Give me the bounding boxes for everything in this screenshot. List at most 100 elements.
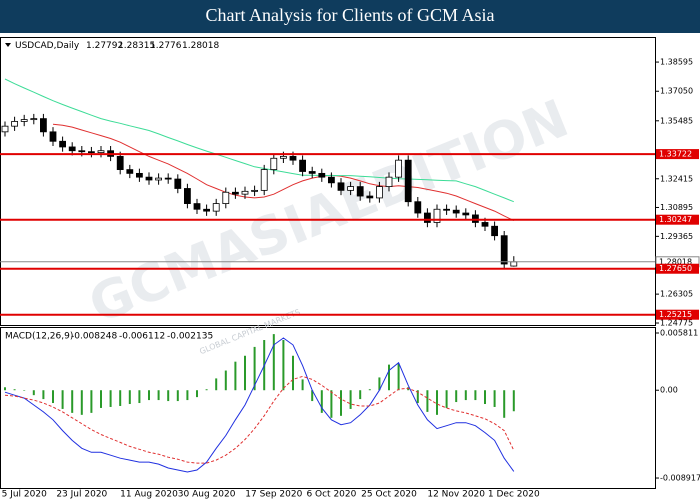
y-tick-label: 0.005811 xyxy=(660,329,698,338)
histogram-bar xyxy=(330,390,333,418)
current-price-label: 1.28018 xyxy=(659,257,692,266)
histogram-bar xyxy=(90,390,93,413)
x-tick-label: 6 Oct 2020 xyxy=(306,490,356,500)
histogram-bar xyxy=(80,390,83,415)
y-tick-label: 0.00 xyxy=(660,386,678,395)
candle-body xyxy=(500,235,508,265)
histogram-bar xyxy=(388,364,390,391)
histogram-bar xyxy=(455,390,458,403)
candle-body xyxy=(183,188,191,204)
histogram-bar xyxy=(42,390,45,400)
candle-body xyxy=(347,186,355,191)
candle-body xyxy=(414,201,422,214)
histogram-bar xyxy=(157,390,160,401)
candle-body xyxy=(462,212,470,216)
histogram-bar xyxy=(349,390,352,409)
level-label: 1.30247 xyxy=(659,215,692,224)
histogram-bar xyxy=(119,390,122,406)
candle-body xyxy=(145,176,153,181)
y-tick-label: 1.32415 xyxy=(660,174,693,183)
level-box xyxy=(656,214,699,225)
high-value: 1.28315 xyxy=(118,41,155,51)
signal-line xyxy=(4,375,515,464)
y-tick-label: 1.38595 xyxy=(660,58,693,67)
candle-body xyxy=(212,203,220,212)
histogram-bar xyxy=(253,346,256,391)
x-tick-label: 5 Jul 2020 xyxy=(2,490,47,500)
candle-body xyxy=(126,169,134,174)
candle-body xyxy=(222,191,230,204)
histogram-bar xyxy=(196,390,198,398)
candle-body xyxy=(155,177,163,181)
candle-body xyxy=(135,172,143,178)
candle-body xyxy=(30,118,38,121)
histogram-bar xyxy=(512,390,515,412)
level-box xyxy=(656,263,699,274)
x-tick-label: 12 Nov 2020 xyxy=(427,490,485,500)
candle-body xyxy=(481,222,489,227)
y-tick-label: 1.26305 xyxy=(660,290,693,299)
histogram-bar xyxy=(359,390,362,400)
level-label: 1.33722 xyxy=(659,150,692,159)
signal-value: -0.006112 xyxy=(119,332,165,342)
histogram-bar xyxy=(138,390,141,404)
candle-body xyxy=(193,203,201,210)
candle-body xyxy=(452,209,460,214)
candle-body xyxy=(395,159,403,178)
candle-body xyxy=(59,140,66,148)
y-tick-label: -0.008917 xyxy=(660,474,700,483)
candle-body xyxy=(40,118,47,133)
histogram-bar xyxy=(320,390,323,413)
candle-body xyxy=(11,121,19,127)
candle-body xyxy=(404,159,412,203)
candle-body xyxy=(251,189,259,192)
y-tick-label: 1.24775 xyxy=(660,319,693,328)
level-label: 1.25215 xyxy=(659,310,692,319)
open-value: 1.27792 xyxy=(86,41,123,51)
histogram-bar xyxy=(493,390,496,407)
low-value: 1.2776 xyxy=(150,41,182,51)
histogram-bar xyxy=(244,355,246,391)
histogram-bar xyxy=(474,390,477,401)
histogram-bar xyxy=(4,387,6,391)
histogram-bar xyxy=(397,363,400,391)
candle-body xyxy=(20,119,28,122)
level-box xyxy=(656,149,699,160)
watermark: GCMASIAEDITION xyxy=(81,89,577,336)
level-label: 1.27650 xyxy=(659,264,692,273)
histogram-bar xyxy=(484,390,486,405)
close-value: 1.28018 xyxy=(182,41,219,51)
x-tick-label: 11 Aug 2020 xyxy=(120,490,178,500)
histogram-bar xyxy=(215,378,218,391)
candle-body xyxy=(270,157,278,171)
macd-line xyxy=(4,337,515,473)
histogram-bar xyxy=(340,390,342,416)
candle-body xyxy=(116,155,124,171)
candle-body xyxy=(356,186,364,197)
candle-body xyxy=(491,225,499,237)
histogram-bar xyxy=(100,390,102,408)
x-tick-label: 1 Dec 2020 xyxy=(488,490,540,500)
moving-average xyxy=(52,123,515,222)
candle-body xyxy=(327,176,335,184)
candle-body xyxy=(308,171,316,174)
menu-arrow xyxy=(5,43,11,47)
candle-body xyxy=(174,178,182,189)
candle-body xyxy=(1,125,9,133)
page-title: Chart Analysis for Clients of GCM Asia xyxy=(206,5,495,25)
histogram-bar xyxy=(311,390,314,402)
macd-label: MACD(12,26,9) xyxy=(5,332,73,342)
symbol: USDCAD,Daily xyxy=(15,41,80,51)
candle-body xyxy=(241,190,249,195)
x-tick-label: 17 Sep 2020 xyxy=(245,490,302,500)
macd-panel xyxy=(0,327,656,489)
candle-body xyxy=(203,208,211,212)
candle-body xyxy=(279,155,287,159)
y-tick-label: 1.29365 xyxy=(660,232,693,241)
histogram-bar xyxy=(186,390,189,401)
histogram-bar xyxy=(301,379,304,391)
candle-body xyxy=(433,208,441,223)
level-box xyxy=(656,309,699,320)
histogram-bar xyxy=(23,390,26,391)
